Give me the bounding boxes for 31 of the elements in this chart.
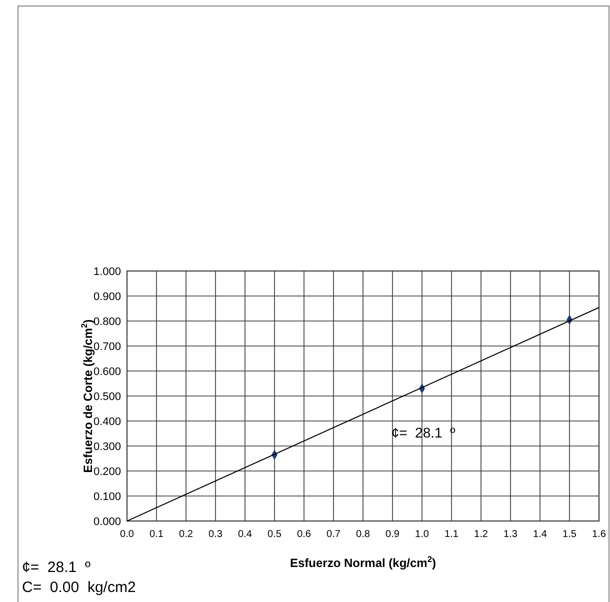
x-tick-label: 1.2 bbox=[474, 529, 488, 540]
text: ¢= 28.1 º bbox=[22, 559, 91, 576]
y-tick-label: 0.300 bbox=[93, 440, 121, 453]
x-tick-label: 0.2 bbox=[179, 529, 194, 540]
x-tick-label: 1.6 bbox=[592, 529, 606, 540]
y-tick-label: 0.700 bbox=[93, 340, 121, 353]
y-tick-label: 0.000 bbox=[93, 516, 121, 528]
x-tick-label: 1.1 bbox=[444, 529, 459, 540]
x-tick-label: 0.0 bbox=[120, 529, 134, 540]
x-tick-label: 0.8 bbox=[356, 529, 370, 540]
y-tick-label: 0.400 bbox=[93, 416, 121, 428]
y-tick-label: 0.600 bbox=[93, 366, 121, 378]
y-tick-label: 0.500 bbox=[93, 390, 121, 403]
x-tick-label: 0.4 bbox=[238, 529, 252, 540]
x-tick-label: 1.4 bbox=[533, 529, 548, 540]
y-tick-label: 0.200 bbox=[93, 466, 121, 478]
x-axis-title: Esfuerzo Normal (kg/cm$^{2}$) bbox=[290, 554, 436, 570]
y-tick-label: 0.800 bbox=[93, 316, 121, 328]
x-tick-label: 1.5 bbox=[562, 529, 577, 540]
y-tick-label: 0.900 bbox=[93, 290, 121, 303]
x-tick-label: 0.6 bbox=[297, 529, 312, 540]
x-tick-label: 0.3 bbox=[208, 529, 223, 540]
x-tick-label: 1.0 bbox=[415, 529, 430, 540]
y-tick-label: 0.100 bbox=[93, 490, 121, 503]
y-tick-label: 1.000 bbox=[93, 266, 121, 278]
x-tick-label: 1.3 bbox=[504, 529, 518, 540]
x-tick-label: 0.5 bbox=[268, 529, 282, 540]
x-tick-label: 0.9 bbox=[386, 529, 400, 540]
x-tick-label: 0.1 bbox=[150, 529, 164, 540]
x-tick-label: 0.7 bbox=[326, 529, 341, 540]
text: C= 0.00 kg/cm2 bbox=[22, 579, 136, 596]
